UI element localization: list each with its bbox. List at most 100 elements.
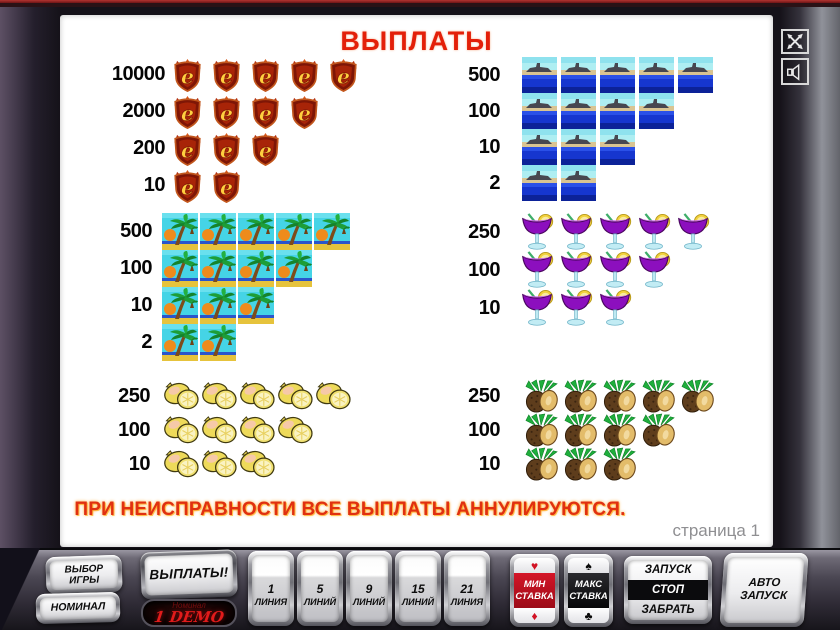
ship-scene-icon (600, 57, 635, 93)
palm-island-icon (162, 287, 198, 324)
lemon-icon (162, 448, 200, 480)
auto-start-label2: ЗАПУСК (739, 590, 788, 602)
payout-value: 10 (130, 294, 153, 316)
cocktail-icon (518, 213, 556, 251)
pineapple-icon (524, 379, 560, 413)
lemon-icon (276, 414, 314, 446)
payout-row: 10 (418, 447, 719, 481)
nominal-button[interactable]: НОМИНАЛ (35, 591, 121, 625)
payout-value: 10 (143, 174, 166, 196)
payout-row: 10 (40, 447, 352, 481)
resident-e-badge-icon (210, 132, 243, 166)
payout-value: 100 (468, 258, 500, 281)
pineapple-icon-group (524, 447, 641, 481)
lemon-icon-group (162, 448, 276, 480)
lemon-icon (314, 380, 352, 412)
line-button-21[interactable]: 21 ЛИНИЯ (444, 551, 490, 626)
line-button-5[interactable]: 5 ЛИНИЙ (297, 551, 343, 626)
resident-e-badge-icon (210, 58, 243, 92)
payout-value: 100 (118, 418, 150, 441)
game-select-label2: ИГРЫ (69, 573, 100, 587)
cocktail-icon (596, 213, 634, 251)
palm-island-icon (162, 213, 198, 250)
payout-row: 10 (55, 167, 366, 204)
palm-island-icon (200, 324, 236, 361)
payout-row: 100 (418, 413, 719, 447)
resident-e-badge-icon (288, 95, 321, 129)
pineapple-icon (563, 413, 599, 447)
pineapple-icon (524, 447, 560, 481)
lemon-icon (162, 414, 200, 446)
pineapple-icon (602, 379, 638, 413)
palm-island-icon (162, 324, 198, 361)
payout-value: 10 (128, 452, 151, 475)
payout-row: 250 (40, 379, 352, 413)
payouts-label: ВЫПЛАТЫ! (149, 564, 229, 583)
palm-icon-group (162, 287, 276, 324)
start-stop-collect-button[interactable]: ЗАПУСК СТОП ЗАБРАТЬ (624, 556, 712, 624)
ship-scene-icon (678, 57, 713, 93)
cabinet-top-shadow (0, 3, 840, 7)
ship-scene-icon (522, 93, 557, 129)
badge-icon-group (171, 58, 366, 92)
game-select-button[interactable]: ВЫБОР ИГРЫ (45, 554, 123, 595)
palm-island-icon (238, 213, 274, 250)
min-bet-label: МИН СТАВКА (514, 573, 555, 608)
max-bet-label: МАКС СТАВКА (568, 573, 609, 608)
lemon-icon (200, 380, 238, 412)
fullscreen-toggle-icon[interactable] (781, 29, 809, 54)
palm-island-icon (200, 287, 236, 324)
payout-row: 2 (42, 324, 352, 361)
line-button-1[interactable]: 1 ЛИНИЯ (248, 551, 294, 626)
palm-island-icon (314, 213, 350, 250)
payout-value: 250 (118, 384, 150, 407)
pineapple-icon (602, 447, 638, 481)
ship-scene-icon (639, 93, 674, 129)
paytable-section-lemon: 250 100 10 (40, 379, 352, 481)
badge-icon-group (171, 95, 327, 129)
line-count: 9 (365, 581, 373, 596)
resident-e-badge-icon (171, 169, 204, 203)
page-number-label: страница 1 (672, 521, 760, 540)
ship-scene-icon (522, 165, 557, 201)
ship-icon-group (522, 93, 678, 129)
payout-value: 500 (120, 220, 152, 242)
denomination-display-label: Номинал (172, 600, 206, 610)
cocktail-icon (674, 213, 712, 251)
line-count: 15 (411, 581, 425, 596)
sound-toggle-icon[interactable] (781, 58, 809, 85)
payout-value: 100 (468, 418, 500, 441)
payout-value: 2 (489, 171, 500, 194)
payout-value: 100 (120, 257, 152, 279)
resident-e-badge-icon (171, 132, 204, 166)
payout-row: 500 (42, 213, 352, 250)
ship-scene-icon (600, 129, 635, 165)
pineapple-icon (602, 413, 638, 447)
payout-row: 250 (418, 213, 713, 251)
ship-scene-icon (561, 93, 596, 129)
cocktail-icon (557, 213, 595, 251)
lemon-icon (276, 380, 314, 412)
paytable-section-ship: 500 100 10 2 (418, 57, 717, 201)
ship-scene-icon (639, 57, 674, 93)
payout-row: 100 (418, 251, 713, 289)
line-button-9[interactable]: 9 ЛИНИЙ (346, 551, 392, 626)
paytable-section-palm: 500 100 10 2 (42, 213, 352, 361)
resident-e-badge-icon (171, 95, 204, 129)
line-count: 1 (267, 581, 275, 596)
line-count: 21 (460, 581, 474, 596)
auto-start-button[interactable]: АВТО ЗАПУСК (719, 553, 809, 627)
line-button-15[interactable]: 15 ЛИНИЙ (395, 551, 441, 626)
payouts-button[interactable]: ВЫПЛАТЫ! (140, 549, 238, 600)
palm-island-icon (200, 213, 236, 250)
badge-icon-group (171, 169, 249, 203)
payout-value: 250 (468, 384, 500, 407)
min-bet-button[interactable]: ♥ МИН СТАВКА ♦ (510, 554, 559, 627)
resident-e-badge-icon (210, 169, 243, 203)
max-bet-button[interactable]: ♠ МАКС СТАВКА ♣ (564, 554, 613, 627)
payout-value: 250 (468, 220, 500, 243)
payout-row: 2000 (55, 93, 366, 130)
pineapple-icon (524, 413, 560, 447)
start-label: ЗАПУСК (644, 563, 692, 576)
